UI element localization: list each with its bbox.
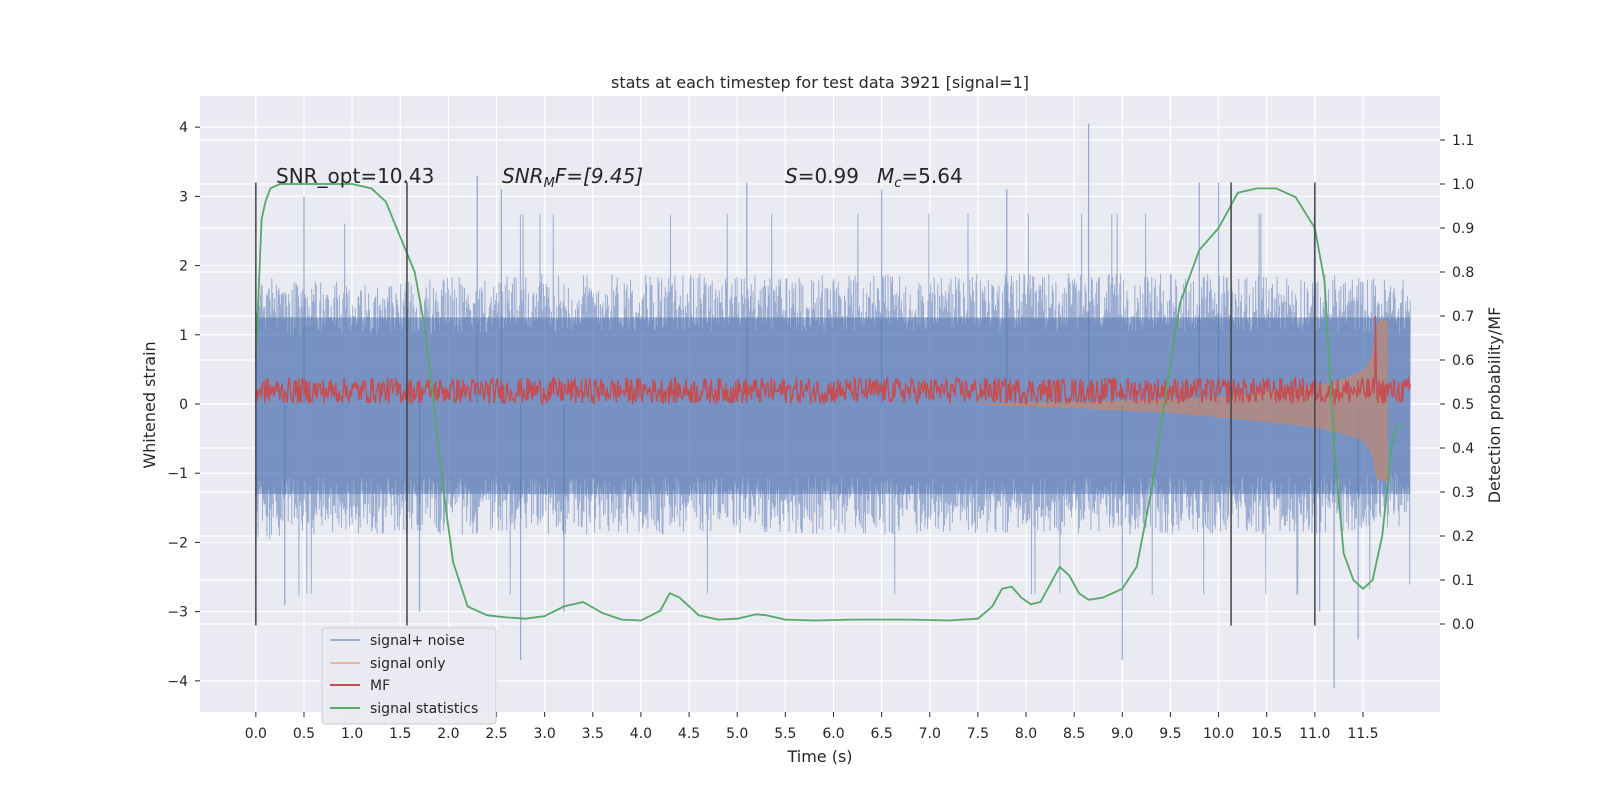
annotation-s-mc: S=0.99 Mc=5.64 xyxy=(785,164,963,191)
annotation-snr-opt: SNR_opt=10.43 xyxy=(276,164,434,188)
x-tick-label: 11.0 xyxy=(1299,726,1330,742)
x-tick-label: 7.5 xyxy=(967,726,989,742)
y-right-tick-label: 0.8 xyxy=(1452,265,1474,281)
x-tick-label: 3.5 xyxy=(582,726,604,742)
y-tick-label: −2 xyxy=(167,535,188,551)
y-tick-label: 4 xyxy=(179,120,188,136)
x-tick-label: 3.0 xyxy=(534,726,556,742)
y-tick-label: −3 xyxy=(167,605,188,621)
x-tick-label: 5.0 xyxy=(726,726,748,742)
y-right-tick-label: 0.4 xyxy=(1452,441,1474,457)
y-right-tick-label: 0.3 xyxy=(1452,485,1474,501)
y-right-tick-label: 0.5 xyxy=(1452,397,1474,413)
x-tick-label: 1.0 xyxy=(341,726,363,742)
y-tick-label: −4 xyxy=(167,674,188,690)
chart-title: stats at each timestep for test data 392… xyxy=(611,73,1029,92)
x-tick-label: 0.5 xyxy=(293,726,315,742)
y-right-tick-label: 1.1 xyxy=(1452,133,1474,149)
x-tick-label: 9.5 xyxy=(1159,726,1181,742)
y-tick-label: 2 xyxy=(179,259,188,275)
series-signal-noise-line xyxy=(255,213,1411,596)
x-tick-label: 6.5 xyxy=(870,726,892,742)
y-right-tick-label: 1.0 xyxy=(1452,177,1474,193)
y-axis-label: Whitened strain xyxy=(140,341,159,468)
y-tick-label: −1 xyxy=(167,466,188,482)
y-axis-ticks: −4 −3 −2 −1 0 1 2 3 4 xyxy=(167,120,200,690)
x-tick-label: 5.5 xyxy=(774,726,796,742)
x-tick-label: 2.0 xyxy=(437,726,459,742)
y-right-tick-label: 0.6 xyxy=(1452,353,1474,369)
y-right-tick-label: 0.7 xyxy=(1452,309,1474,325)
y-right-tick-label: 0.9 xyxy=(1452,221,1474,237)
y-axis-right-ticks: 0.0 0.1 0.2 0.3 0.4 0.5 0.6 0.7 0.8 0.9 1.0 1.1 xyxy=(1440,133,1474,633)
legend-label-signal-statistics: signal statistics xyxy=(370,701,478,717)
x-axis-ticks: 0.0 0.5 1.0 1.5 2.0 2.5 3.0 3.5 4.0 4.5 5.0 5.5 6.0 6… xyxy=(245,712,1379,742)
y-tick-label: 0 xyxy=(179,397,188,413)
y-right-tick-label: 0.2 xyxy=(1452,529,1474,545)
x-tick-label: 0.0 xyxy=(245,726,267,742)
x-tick-label: 4.0 xyxy=(630,726,652,742)
x-tick-label: 7.0 xyxy=(919,726,941,742)
legend-label-signal-noise: signal+ noise xyxy=(370,633,465,649)
y-axis-right-label: Detection probability/MF xyxy=(1485,307,1504,504)
series-signal-statistics xyxy=(254,183,1405,622)
x-tick-label: 8.5 xyxy=(1063,726,1085,742)
x-tick-label: 11.5 xyxy=(1347,726,1378,742)
x-tick-label: 1.5 xyxy=(389,726,411,742)
x-tick-label: 8.0 xyxy=(1015,726,1037,742)
x-tick-label: 2.5 xyxy=(485,726,507,742)
y-tick-label: 1 xyxy=(179,328,188,344)
x-tick-label: 10.0 xyxy=(1203,726,1234,742)
series-layer xyxy=(254,123,1411,688)
vertical-lines xyxy=(255,182,1316,626)
series-mf xyxy=(255,315,1411,406)
x-tick-label: 4.5 xyxy=(678,726,700,742)
x-axis-label: Time (s) xyxy=(786,747,852,766)
x-tick-label: 6.0 xyxy=(822,726,844,742)
y-right-tick-label: 0.1 xyxy=(1452,573,1474,589)
legend-label-signal-only: signal only xyxy=(370,656,445,672)
legend-label-mf: MF xyxy=(370,678,390,694)
legend-box xyxy=(321,627,497,725)
y-tick-label: 3 xyxy=(179,189,188,205)
x-tick-label: 10.5 xyxy=(1251,726,1282,742)
x-tick-label: 9.0 xyxy=(1111,726,1133,742)
annotation-snr-mf: SNRMF=[9.45] xyxy=(502,164,643,191)
y-right-tick-label: 0.0 xyxy=(1452,617,1474,633)
legend: signal+ noise signal only MF signal stat… xyxy=(321,627,497,725)
